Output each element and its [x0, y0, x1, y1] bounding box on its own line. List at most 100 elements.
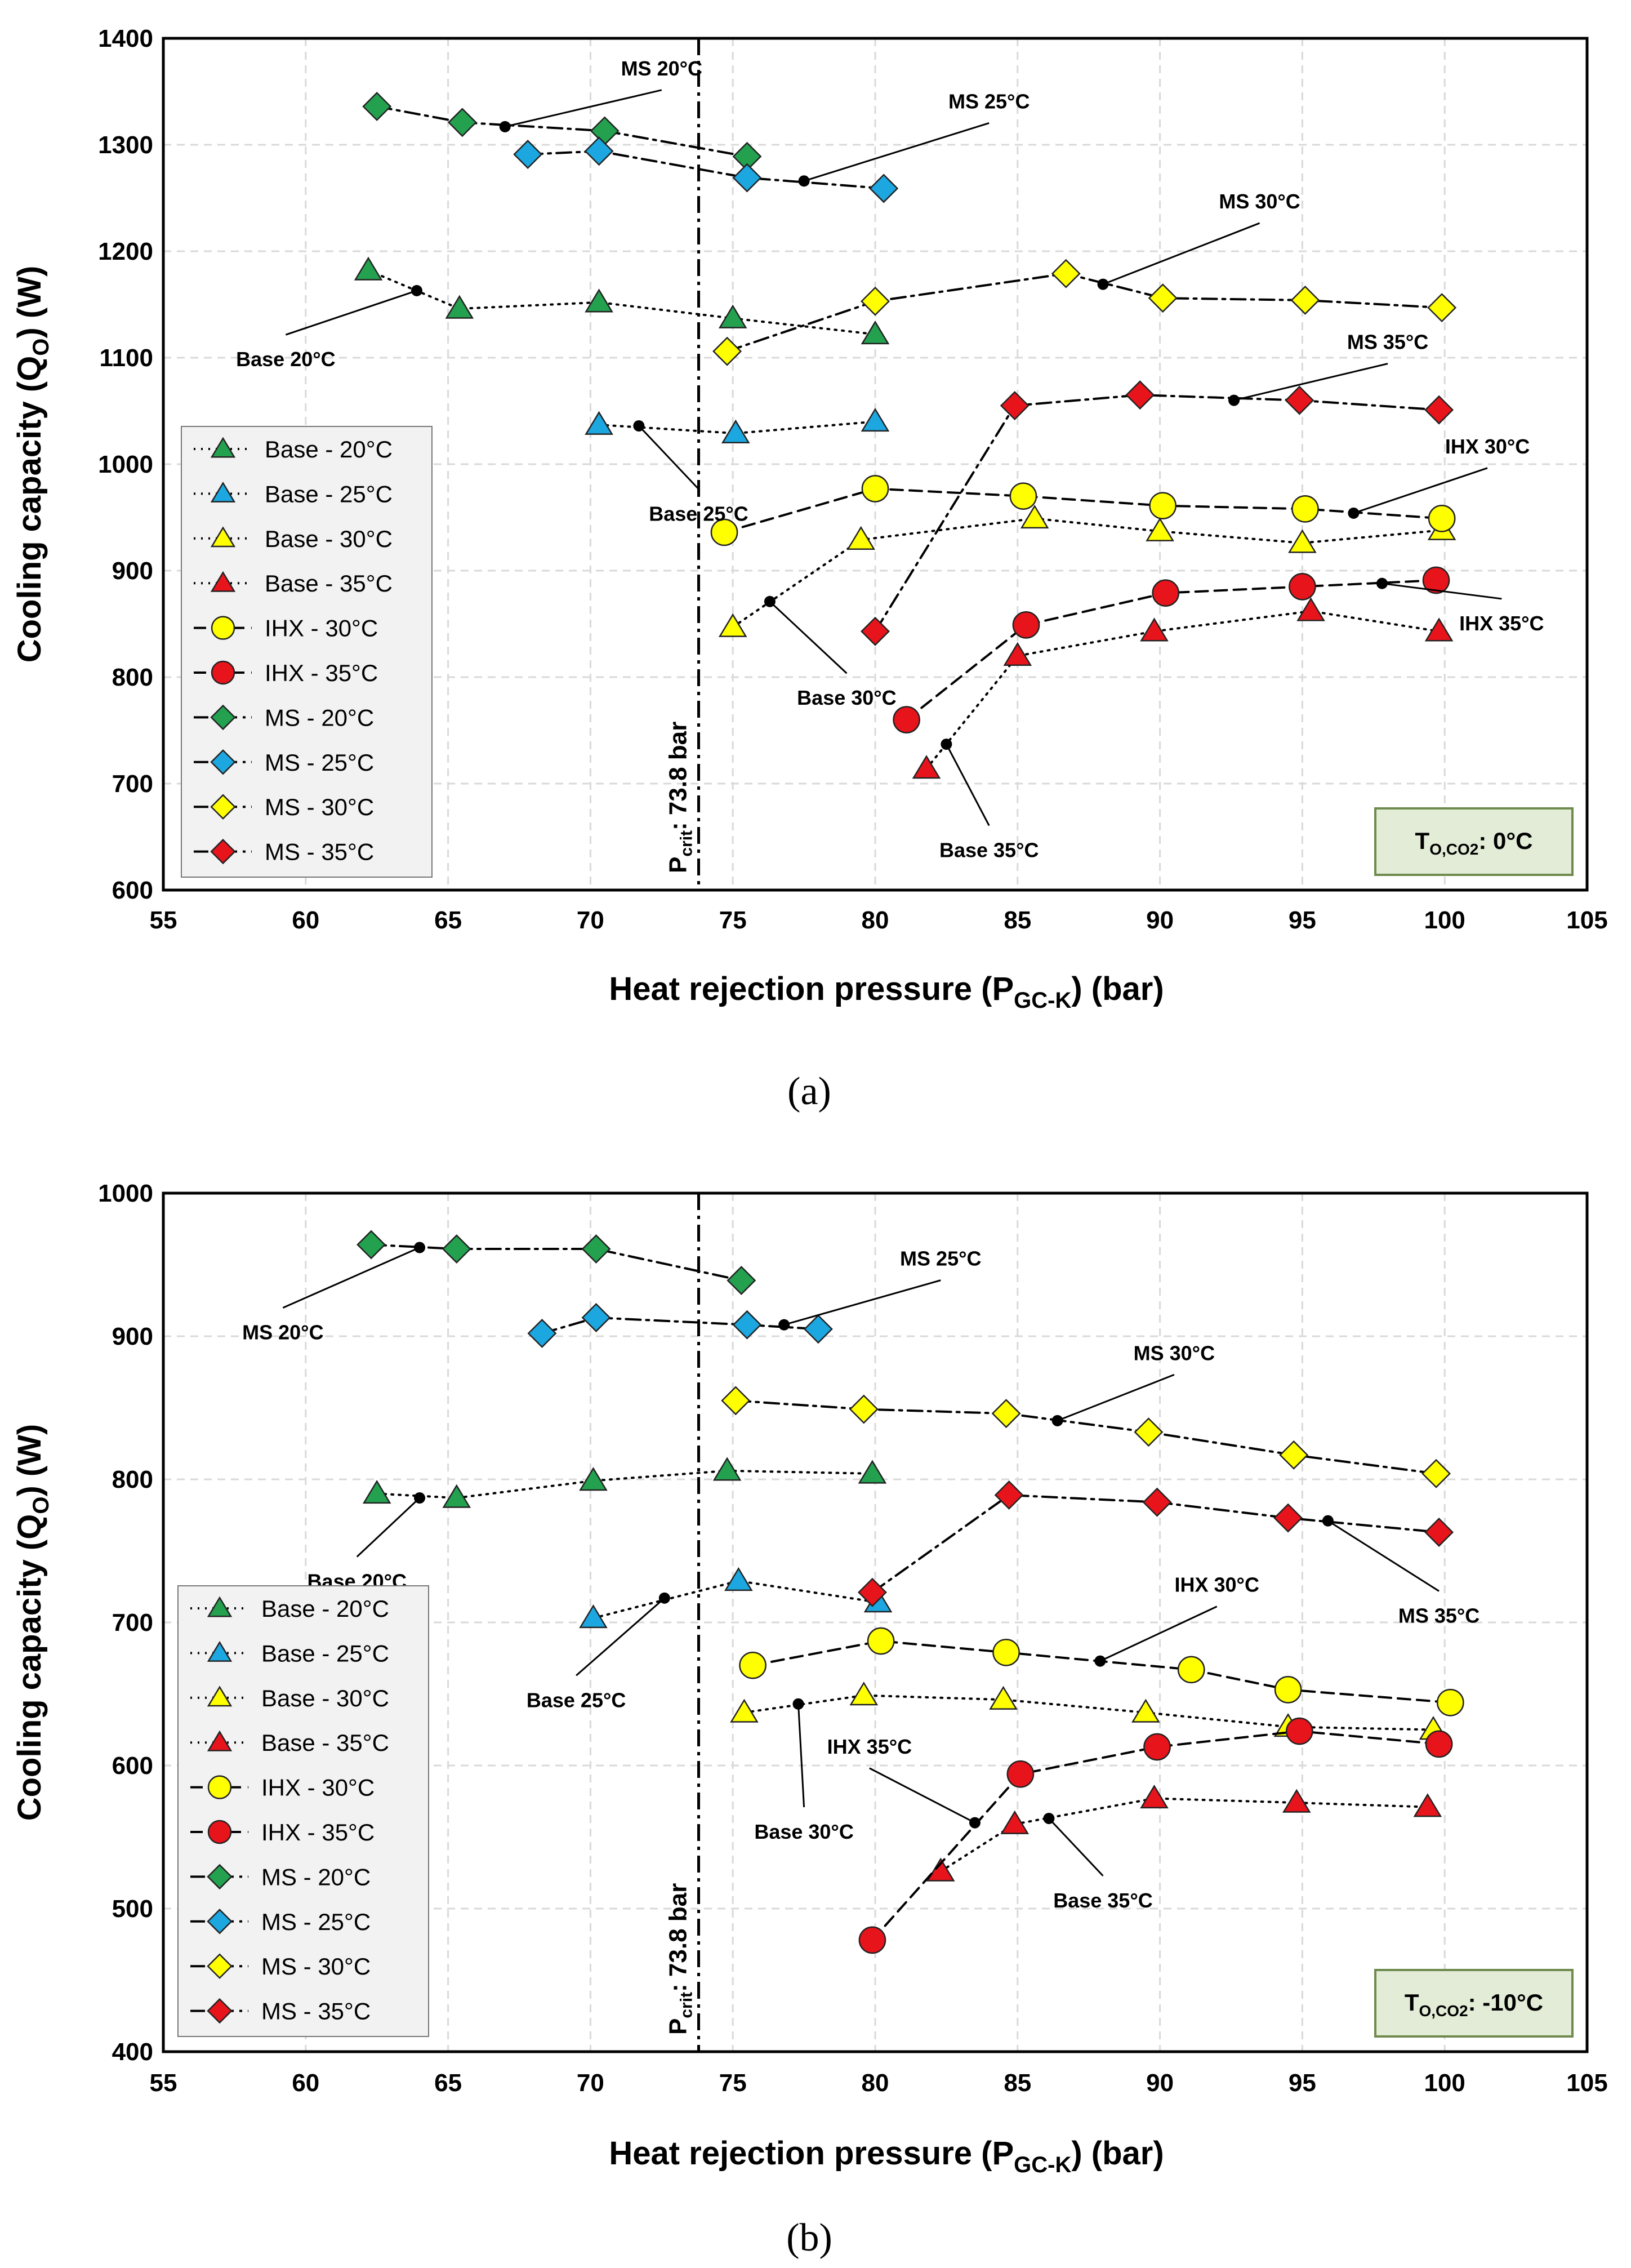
- caption-a: (a): [787, 1070, 831, 1113]
- data-point: [861, 616, 890, 646]
- data-point: [1425, 1730, 1453, 1758]
- series-ms-35-c: [857, 1480, 1454, 1607]
- data-point: [926, 1857, 955, 1882]
- y-tick-label: 800: [112, 1466, 153, 1493]
- annotation-label: MS 25°C: [948, 90, 1030, 113]
- annotation-dot: [633, 420, 645, 432]
- data-point: [1051, 259, 1081, 288]
- data-point: [992, 1638, 1020, 1666]
- data-point: [362, 91, 392, 121]
- legend-item: Base - 25°C: [190, 1640, 389, 1666]
- y-tick-label: 500: [112, 1895, 153, 1923]
- x-tick-label: 90: [1146, 2069, 1174, 2097]
- legend-label: MS - 25°C: [261, 1909, 371, 1935]
- x-tick-label: 65: [434, 906, 462, 934]
- pcrit-label: Pcrit: 73.8 bar: [665, 722, 696, 873]
- legend-label: MS - 20°C: [261, 1864, 371, 1890]
- series-ms-30-c: [712, 259, 1457, 366]
- annotation-leader: [505, 89, 662, 128]
- data-point: [354, 256, 383, 281]
- legend-marker: [211, 660, 235, 685]
- series-line: [527, 150, 885, 190]
- annotation-leader: [285, 290, 417, 336]
- annotation-label: Base 35°C: [1053, 1889, 1153, 1912]
- data-point: [991, 1399, 1021, 1429]
- data-point: [858, 1460, 887, 1484]
- x-tick-label: 100: [1424, 2069, 1465, 2097]
- series-line: [734, 1399, 1438, 1475]
- legend-label: MS - 35°C: [265, 839, 374, 865]
- y-tick-label: 1300: [98, 131, 153, 159]
- legend-marker: [211, 616, 235, 640]
- data-point: [1142, 1487, 1172, 1517]
- annotation-label: MS 25°C: [900, 1247, 981, 1270]
- legend-label: IHX - 30°C: [265, 615, 378, 642]
- annotation-dot: [969, 1817, 981, 1829]
- x-tick-label: 85: [1004, 906, 1031, 934]
- x-tick-label: 80: [862, 906, 889, 934]
- legend-marker: [210, 704, 236, 731]
- x-tick-label: 95: [1289, 906, 1316, 934]
- legend-item: MS - 35°C: [190, 1998, 371, 2025]
- x-tick-label: 55: [150, 906, 177, 934]
- annotation-dot: [792, 1698, 804, 1710]
- data-point: [1296, 597, 1325, 621]
- condition-label: TO,CO2: 0°C: [1415, 828, 1533, 858]
- legend-marker: [207, 1640, 233, 1662]
- data-point: [1436, 1688, 1464, 1716]
- y-tick-label: 600: [112, 1752, 153, 1780]
- y-tick-label: 1000: [98, 451, 153, 478]
- x-tick-label: 60: [292, 2069, 319, 2097]
- series-line: [598, 420, 876, 435]
- data-point: [1289, 573, 1316, 601]
- x-axis-title: Heat rejection pressure (PGC-K) (bar): [609, 2135, 1164, 2177]
- data-point: [727, 1265, 756, 1295]
- legend-label: Base - 25°C: [261, 1640, 389, 1666]
- legend-label: Base - 20°C: [265, 436, 393, 463]
- annotation: MS 30°C: [1051, 1341, 1215, 1426]
- series-line: [726, 272, 1443, 353]
- annotation: Base 35°C: [939, 739, 1039, 862]
- legend-item: Base - 20°C: [194, 436, 393, 463]
- series-ms-25-c: [513, 136, 899, 203]
- data-point: [447, 108, 477, 137]
- series-ms-20-c: [356, 1230, 756, 1295]
- annotation-label: MS 35°C: [1398, 1604, 1480, 1627]
- data-point: [1009, 482, 1037, 510]
- series-line: [367, 269, 876, 336]
- annotation-leader: [1048, 1817, 1104, 1876]
- series-ms-25-c: [527, 1303, 833, 1348]
- legend-item: MS - 25°C: [194, 749, 374, 776]
- series-ihx-35-c: [893, 566, 1450, 733]
- annotation-dot: [1322, 1515, 1334, 1527]
- pcrit-label: Pcrit: 73.8 bar: [665, 1883, 696, 2035]
- y-tick-label: 700: [112, 770, 153, 798]
- data-point: [861, 407, 890, 432]
- annotation-leader: [1233, 363, 1388, 402]
- legend-label: Base - 25°C: [265, 481, 393, 507]
- annotation: MS 35°C: [1228, 331, 1428, 406]
- y-tick-label: 600: [112, 877, 153, 904]
- legend-label: Base - 35°C: [261, 1729, 389, 1756]
- legend-marker: [207, 1686, 233, 1707]
- legend-marker: [210, 571, 236, 592]
- data-point: [861, 320, 890, 345]
- data-point: [710, 518, 738, 546]
- x-tick-label: 105: [1566, 2069, 1607, 2097]
- x-tick-label: 100: [1424, 906, 1465, 934]
- series-base-20-c: [354, 256, 890, 345]
- data-point: [1140, 1784, 1169, 1809]
- annotation-dot: [658, 1592, 670, 1604]
- series-ihx-35-c: [858, 1717, 1453, 1954]
- legend-marker: [207, 1596, 233, 1617]
- condition-label: TO,CO2: -10°C: [1405, 1989, 1543, 2020]
- data-point: [732, 1310, 762, 1340]
- data-point: [730, 1698, 759, 1723]
- data-point: [724, 1567, 753, 1591]
- data-point: [1152, 579, 1180, 607]
- legend-marker: [210, 437, 236, 458]
- annotation: Base 30°C: [764, 595, 897, 709]
- annotation-leader: [1353, 467, 1488, 514]
- data-point: [1003, 642, 1032, 666]
- legend-item: MS - 20°C: [194, 704, 374, 731]
